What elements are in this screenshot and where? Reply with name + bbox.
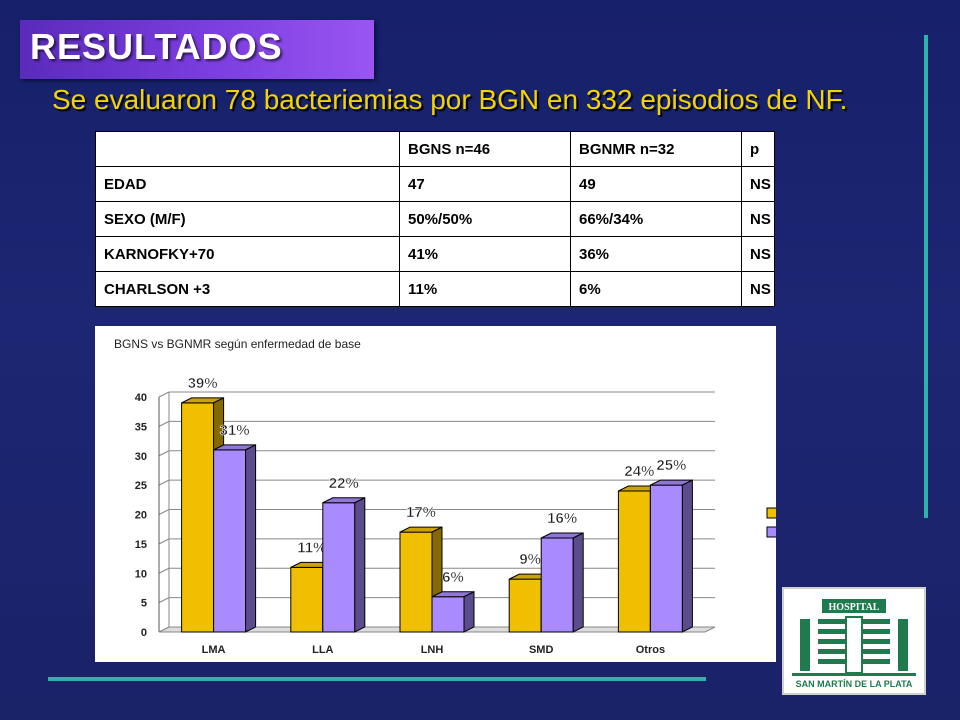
bar-bgnmr-lnh <box>431 590 475 633</box>
bar-bgnmr-otros <box>649 479 693 633</box>
hospital-logo: HOSPITAL SAN MARTÍN DE LA PLATA <box>782 587 926 695</box>
table-cell: NS <box>741 166 775 202</box>
data-label: 11% <box>297 539 326 556</box>
table-cell: NS <box>741 236 775 272</box>
bar-bgns-lnh <box>399 526 443 633</box>
data-label: 39% <box>188 375 218 392</box>
table-cell: EDAD <box>95 166 400 202</box>
y-tick-label: 5 <box>141 598 147 610</box>
gridline-side <box>158 479 170 486</box>
gridline-side <box>158 420 170 427</box>
slide-title: RESULTADOS <box>30 26 283 67</box>
table-cell: 36% <box>570 236 742 272</box>
comparison-table: BGNS n=46 BGNMR n=32 p EDAD 47 49 NS SEX… <box>95 131 775 307</box>
gridline-side <box>158 538 170 545</box>
data-label: 17% <box>406 504 436 521</box>
gridline-side <box>158 567 170 574</box>
table-header-cell: p <box>741 131 775 167</box>
data-label: 24% <box>624 463 654 480</box>
x-tick-label: SMD <box>529 644 554 656</box>
bar-front <box>290 566 324 633</box>
data-label: 9% <box>519 551 541 568</box>
bar-side <box>681 479 693 633</box>
table-cell: CHARLSON +3 <box>95 271 400 307</box>
table-cell: 41% <box>399 236 571 272</box>
bar-front <box>213 449 247 633</box>
table-cell: KARNOFKY+70 <box>95 236 400 272</box>
accent-vertical-line <box>924 35 928 518</box>
x-tick-label: LNH <box>421 644 444 656</box>
table-cell: 47 <box>399 166 571 202</box>
bar-side <box>354 496 366 633</box>
table-header-cell: BGNS n=46 <box>399 131 571 167</box>
table-header-cell: BGNMR n=32 <box>570 131 742 167</box>
y-tick-label: 20 <box>135 510 147 522</box>
table-cell: 50%/50% <box>399 201 571 237</box>
gridline-side <box>158 391 170 398</box>
bar-bgnmr-lla <box>322 496 366 633</box>
logo-caption: SAN MARTÍN DE LA PLATA <box>795 679 913 689</box>
data-label: 22% <box>329 475 359 492</box>
bar-side <box>463 590 475 633</box>
table-cell: SEXO (M/F) <box>95 201 400 237</box>
data-label: 25% <box>656 457 686 474</box>
bar-side <box>245 444 257 633</box>
table-row: SEXO (M/F) 50%/50% 66%/34% NS <box>95 201 775 237</box>
x-tick-label: Otros <box>636 644 665 656</box>
y-tick-label: 15 <box>135 539 147 551</box>
accent-horizontal-line <box>48 677 706 681</box>
bar-front <box>649 484 683 633</box>
chart-title: BGNS vs BGNMR según enfermedad de base <box>114 337 361 351</box>
gridline-side <box>158 509 170 515</box>
data-label: 16% <box>547 510 577 527</box>
bar-bgnmr-lma <box>213 444 257 633</box>
data-label: 6% <box>442 569 464 586</box>
legend-swatch <box>766 526 778 538</box>
logo-word: HOSPITAL <box>829 602 880 613</box>
y-tick-label: 30 <box>135 451 147 463</box>
x-tick-label: LMA <box>202 644 226 656</box>
bar-front <box>617 490 651 633</box>
bar-front <box>399 531 433 633</box>
bar-side <box>572 532 584 633</box>
bar-chart: 0 5 10 15 20 25 30 35 40 LMA LLA LNH SMD Otros 39% 11% 1… <box>135 375 827 656</box>
bar-bgnmr-smd <box>540 532 584 633</box>
y-tick-label: 0 <box>141 627 147 639</box>
title-box <box>20 20 374 79</box>
table-cell: 11% <box>399 271 571 307</box>
bar-front <box>508 578 542 633</box>
table-cell: NS <box>741 201 775 237</box>
bar-front <box>181 402 215 633</box>
chart-panel: BGNS vs BGNMR según enfermedad de base 0… <box>95 326 827 662</box>
y-tick-label: 25 <box>135 480 147 492</box>
gridline-side <box>158 597 170 604</box>
table-cell: 6% <box>570 271 742 307</box>
legend-swatch <box>766 507 778 519</box>
table-header-cell <box>95 131 400 167</box>
y-tick-label: 40 <box>135 392 147 404</box>
table-row: CHARLSON +3 11% 6% NS <box>95 271 775 307</box>
bar-front <box>540 537 574 633</box>
bar-front <box>322 502 356 633</box>
table-cell: NS <box>741 271 775 307</box>
y-tick-label: 35 <box>135 421 147 433</box>
hospital-building-icon: HOSPITAL <box>792 599 916 676</box>
table-cell: 49 <box>570 166 742 202</box>
slide-subtitle: Se evaluaron 78 bacteriemias por BGN en … <box>52 84 848 115</box>
table-row: EDAD 47 49 NS <box>95 166 775 202</box>
bar-front <box>431 596 465 633</box>
table-row: KARNOFKY+70 41% 36% NS <box>95 236 775 272</box>
x-tick-label: LLA <box>312 644 333 656</box>
table-header-row: BGNS n=46 BGNMR n=32 p <box>95 131 775 167</box>
y-tick-label: 10 <box>135 568 147 580</box>
gridline-side <box>158 450 170 457</box>
data-label: 31% <box>220 422 250 439</box>
table-cell: 66%/34% <box>570 201 742 237</box>
